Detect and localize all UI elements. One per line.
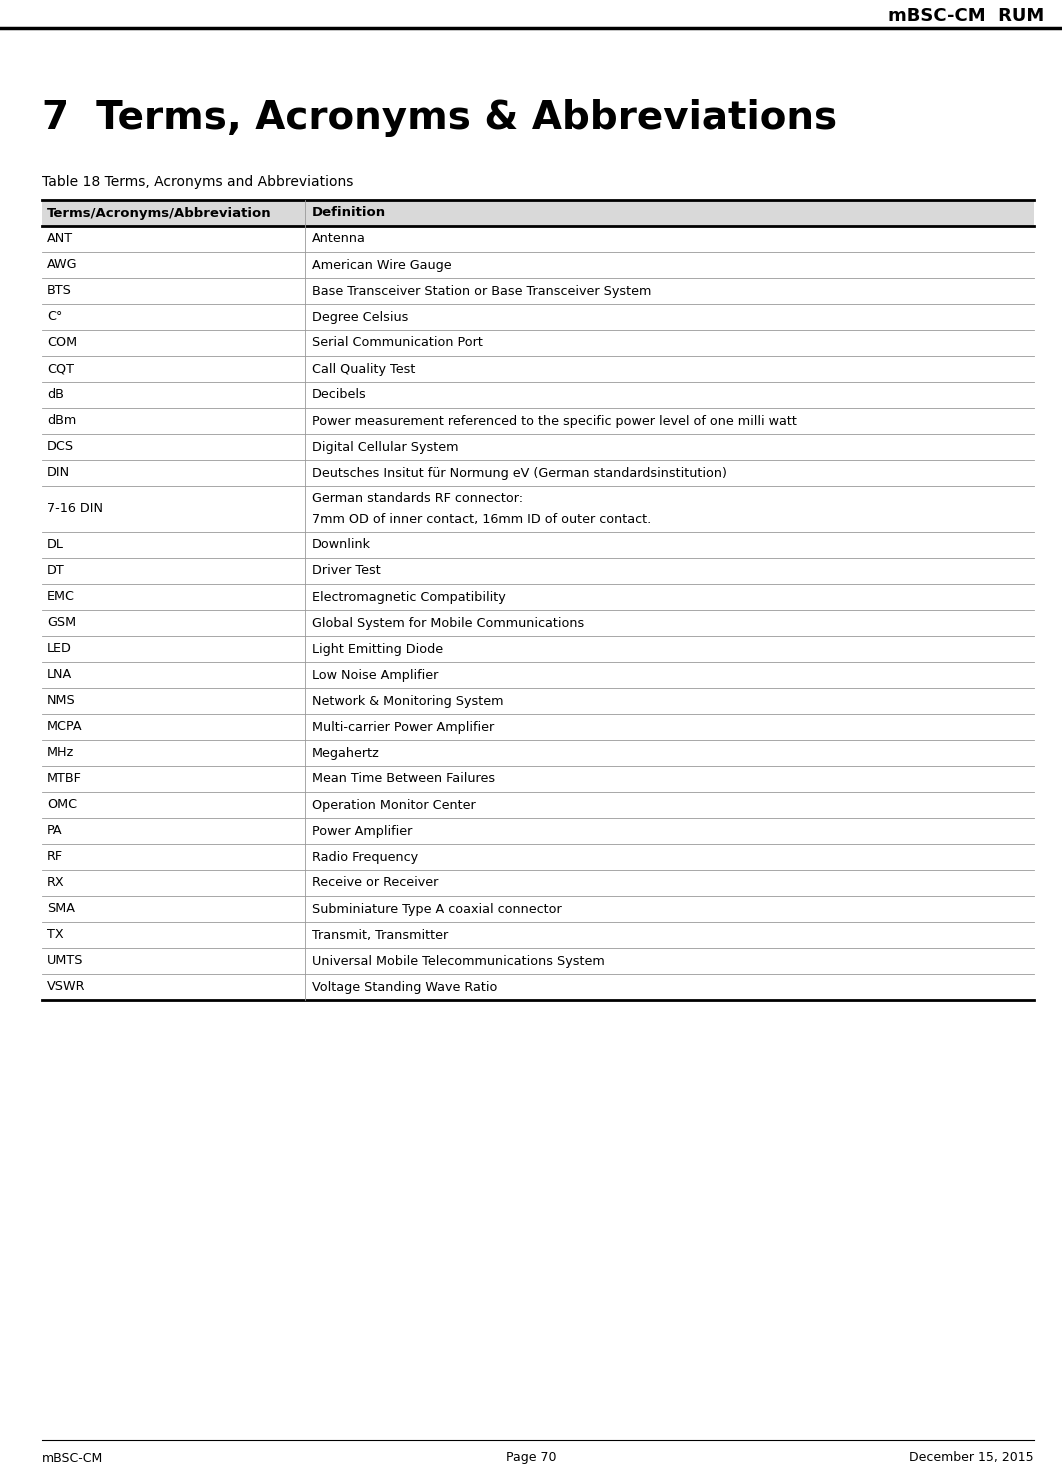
Text: Terms/Acronyms/Abbreviation: Terms/Acronyms/Abbreviation bbox=[47, 206, 272, 219]
Text: Power measurement referenced to the specific power level of one milli watt: Power measurement referenced to the spec… bbox=[312, 415, 796, 427]
Text: SMA: SMA bbox=[47, 902, 75, 916]
Text: AWG: AWG bbox=[47, 259, 78, 271]
Bar bbox=[42, 200, 1034, 227]
Text: 7-16 DIN: 7-16 DIN bbox=[47, 502, 103, 515]
Text: Call Quality Test: Call Quality Test bbox=[312, 362, 415, 375]
Text: dB: dB bbox=[47, 389, 64, 402]
Text: Serial Communication Port: Serial Communication Port bbox=[312, 337, 483, 349]
Text: Operation Monitor Center: Operation Monitor Center bbox=[312, 798, 476, 811]
Text: Degree Celsius: Degree Celsius bbox=[312, 311, 408, 324]
Text: Table 18 Terms, Acronyms and Abbreviations: Table 18 Terms, Acronyms and Abbreviatio… bbox=[42, 175, 354, 188]
Text: UMTS: UMTS bbox=[47, 954, 84, 967]
Text: BTS: BTS bbox=[47, 284, 72, 297]
Text: DT: DT bbox=[47, 564, 65, 577]
Text: Transmit, Transmitter: Transmit, Transmitter bbox=[312, 929, 448, 942]
Text: COM: COM bbox=[47, 337, 78, 349]
Text: OMC: OMC bbox=[47, 798, 78, 811]
Text: CQT: CQT bbox=[47, 362, 74, 375]
Text: Driver Test: Driver Test bbox=[312, 564, 380, 577]
Text: EMC: EMC bbox=[47, 590, 75, 604]
Text: ANT: ANT bbox=[47, 233, 73, 246]
Text: Receive or Receiver: Receive or Receiver bbox=[312, 876, 439, 889]
Text: December 15, 2015: December 15, 2015 bbox=[909, 1451, 1034, 1465]
Text: MHz: MHz bbox=[47, 746, 74, 760]
Text: LED: LED bbox=[47, 642, 72, 655]
Text: Decibels: Decibels bbox=[312, 389, 366, 402]
Text: Mean Time Between Failures: Mean Time Between Failures bbox=[312, 773, 495, 786]
Text: Electromagnetic Compatibility: Electromagnetic Compatibility bbox=[312, 590, 506, 604]
Text: Downlink: Downlink bbox=[312, 539, 371, 552]
Text: dBm: dBm bbox=[47, 415, 76, 427]
Text: mBSC-CM: mBSC-CM bbox=[42, 1451, 103, 1465]
Text: Megahertz: Megahertz bbox=[312, 746, 379, 760]
Text: Network & Monitoring System: Network & Monitoring System bbox=[312, 695, 503, 708]
Text: MTBF: MTBF bbox=[47, 773, 82, 786]
Text: Base Transceiver Station or Base Transceiver System: Base Transceiver Station or Base Transce… bbox=[312, 284, 651, 297]
Text: Digital Cellular System: Digital Cellular System bbox=[312, 440, 459, 453]
Text: Voltage Standing Wave Ratio: Voltage Standing Wave Ratio bbox=[312, 980, 497, 994]
Text: American Wire Gauge: American Wire Gauge bbox=[312, 259, 451, 271]
Text: Radio Frequency: Radio Frequency bbox=[312, 851, 418, 864]
Text: Subminiature Type A coaxial connector: Subminiature Type A coaxial connector bbox=[312, 902, 562, 916]
Text: 7  Terms, Acronyms & Abbreviations: 7 Terms, Acronyms & Abbreviations bbox=[42, 99, 837, 137]
Text: Definition: Definition bbox=[312, 206, 386, 219]
Text: TX: TX bbox=[47, 929, 64, 942]
Text: DCS: DCS bbox=[47, 440, 74, 453]
Text: VSWR: VSWR bbox=[47, 980, 86, 994]
Text: Light Emitting Diode: Light Emitting Diode bbox=[312, 642, 443, 655]
Text: Universal Mobile Telecommunications System: Universal Mobile Telecommunications Syst… bbox=[312, 954, 604, 967]
Text: RX: RX bbox=[47, 876, 65, 889]
Text: PA: PA bbox=[47, 824, 63, 838]
Text: GSM: GSM bbox=[47, 617, 76, 630]
Text: MCPA: MCPA bbox=[47, 720, 83, 733]
Text: LNA: LNA bbox=[47, 668, 72, 682]
Text: Antenna: Antenna bbox=[312, 233, 365, 246]
Text: mBSC-CM  RUM: mBSC-CM RUM bbox=[888, 7, 1044, 25]
Text: Deutsches Insitut für Normung eV (German standardsinstitution): Deutsches Insitut für Normung eV (German… bbox=[312, 467, 726, 480]
Text: DIN: DIN bbox=[47, 467, 70, 480]
Text: Power Amplifier: Power Amplifier bbox=[312, 824, 412, 838]
Text: Low Noise Amplifier: Low Noise Amplifier bbox=[312, 668, 439, 682]
Text: Multi-carrier Power Amplifier: Multi-carrier Power Amplifier bbox=[312, 720, 494, 733]
Text: NMS: NMS bbox=[47, 695, 75, 708]
Text: German standards RF connector:: German standards RF connector: bbox=[312, 492, 523, 505]
Text: 7mm OD of inner contact, 16mm ID of outer contact.: 7mm OD of inner contact, 16mm ID of oute… bbox=[312, 512, 651, 526]
Text: RF: RF bbox=[47, 851, 63, 864]
Text: DL: DL bbox=[47, 539, 64, 552]
Text: Global System for Mobile Communications: Global System for Mobile Communications bbox=[312, 617, 584, 630]
Text: C°: C° bbox=[47, 311, 63, 324]
Text: Page 70: Page 70 bbox=[506, 1451, 556, 1465]
